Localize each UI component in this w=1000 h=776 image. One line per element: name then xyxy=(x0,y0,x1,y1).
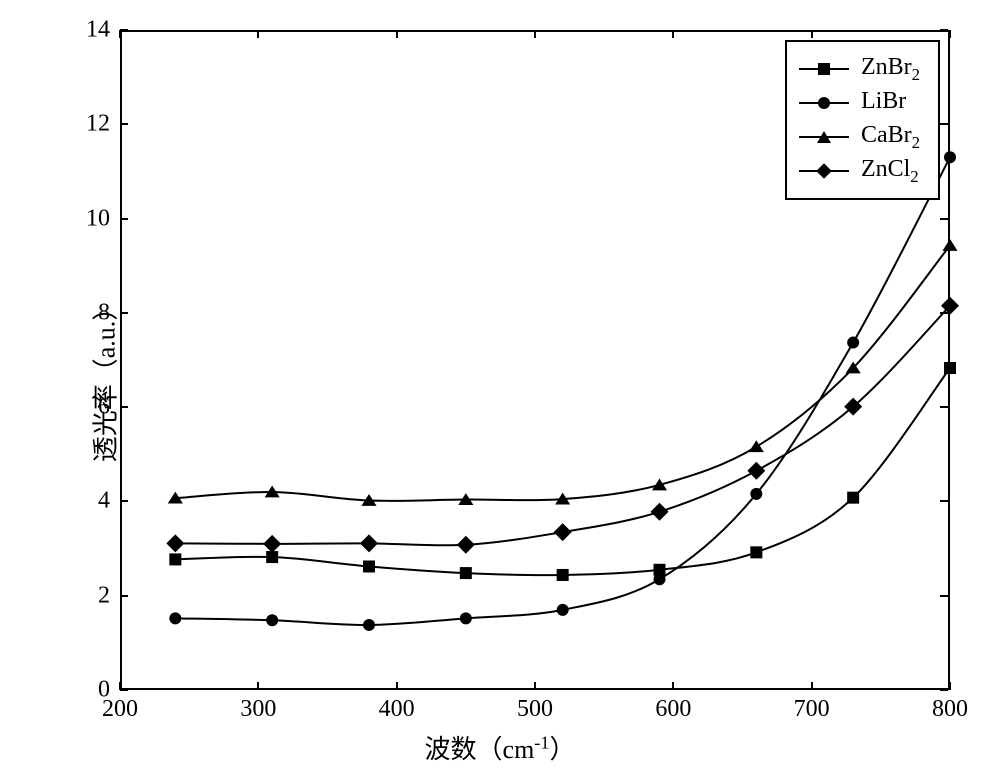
x-tick-label: 300 xyxy=(240,696,276,723)
legend-label: ZnCl2 xyxy=(861,156,919,187)
legend-line-icon xyxy=(799,136,849,138)
circle-marker-icon xyxy=(557,604,569,616)
y-tick-label: 6 xyxy=(70,394,110,421)
circle-marker-icon xyxy=(944,151,956,163)
y-tick-label: 4 xyxy=(70,488,110,515)
legend-item-zncl2: ZnCl2 xyxy=(799,154,920,188)
square-marker-icon xyxy=(557,569,569,581)
circle-marker-icon xyxy=(750,488,762,500)
legend: ZnBr2 LiBr CaBr2 ZnCl2 xyxy=(785,40,940,200)
circle-marker-icon xyxy=(266,614,278,626)
x-tick-label: 500 xyxy=(517,696,553,723)
y-tick-label: 14 xyxy=(70,17,110,44)
circle-marker-icon xyxy=(460,612,472,624)
x-axis-label-super: -1 xyxy=(534,732,549,752)
diamond-marker-icon xyxy=(263,535,281,553)
diamond-marker-icon xyxy=(816,163,832,179)
triangle-marker-icon xyxy=(817,131,831,143)
x-axis-label-text: 波数（cm xyxy=(425,735,535,764)
diamond-marker-icon xyxy=(360,534,378,552)
square-marker-icon xyxy=(818,63,830,75)
series-line-zncl2 xyxy=(175,306,950,546)
legend-line-icon xyxy=(799,102,849,104)
y-tick-label: 8 xyxy=(70,299,110,326)
diamond-marker-icon xyxy=(457,536,475,554)
y-tick-label: 12 xyxy=(70,111,110,138)
square-marker-icon xyxy=(169,553,181,565)
square-marker-icon xyxy=(944,362,956,374)
x-tick-label: 700 xyxy=(794,696,830,723)
series-line-libr xyxy=(175,157,950,625)
x-axis-label: 波数（cm-1） xyxy=(0,729,1000,766)
triangle-marker-icon xyxy=(749,440,764,452)
square-marker-icon xyxy=(750,546,762,558)
y-tick-label: 10 xyxy=(70,205,110,232)
square-marker-icon xyxy=(363,560,375,572)
circle-marker-icon xyxy=(169,612,181,624)
circle-marker-icon xyxy=(363,619,375,631)
circle-marker-icon xyxy=(654,573,666,585)
x-tick-label: 800 xyxy=(932,696,968,723)
legend-label: CaBr2 xyxy=(861,122,920,153)
y-tick-label: 2 xyxy=(70,582,110,609)
square-marker-icon xyxy=(847,492,859,504)
x-tick-label: 200 xyxy=(102,696,138,723)
legend-line-icon xyxy=(799,68,849,70)
diamond-marker-icon xyxy=(554,523,572,541)
diamond-marker-icon xyxy=(747,462,765,480)
circle-marker-icon xyxy=(847,337,859,349)
square-marker-icon xyxy=(266,551,278,563)
series-line-cabr2 xyxy=(175,245,950,500)
chart-container: 透光率（a.u.） 波数（cm-1） 02468101214 200300400… xyxy=(0,0,1000,776)
legend-item-libr: LiBr xyxy=(799,86,920,120)
x-tick-label: 400 xyxy=(379,696,415,723)
diamond-marker-icon xyxy=(166,534,184,552)
square-marker-icon xyxy=(460,567,472,579)
legend-label: LiBr xyxy=(861,88,906,119)
triangle-marker-icon xyxy=(942,239,957,251)
circle-marker-icon xyxy=(818,97,830,109)
legend-item-cabr2: CaBr2 xyxy=(799,120,920,154)
legend-line-icon xyxy=(799,170,849,172)
x-axis-label-suffix: ） xyxy=(549,735,575,764)
legend-label: ZnBr2 xyxy=(861,54,920,85)
legend-item-znbr2: ZnBr2 xyxy=(799,52,920,86)
x-tick-label: 600 xyxy=(655,696,691,723)
diamond-marker-icon xyxy=(651,503,669,521)
